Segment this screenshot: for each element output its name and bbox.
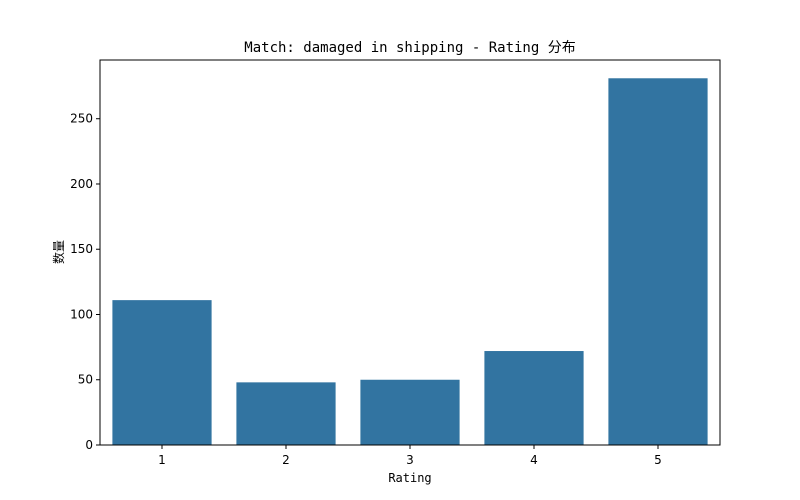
bar-rating-5	[608, 78, 708, 446]
x-axis: 1 2 3 4 5	[158, 445, 662, 467]
y-tick-label: 50	[78, 373, 93, 387]
x-tick-label: 3	[406, 453, 414, 467]
y-tick-label: 150	[70, 242, 93, 256]
y-axis: 0 50 100 150 200 250	[70, 112, 100, 452]
y-tick-label: 250	[70, 112, 93, 126]
x-tick-label: 4	[530, 453, 538, 467]
x-tick-label: 2	[282, 453, 290, 467]
y-tick-label: 0	[85, 438, 93, 452]
x-axis-label: Rating	[388, 471, 431, 485]
bar-rating-2	[236, 382, 336, 445]
bar-rating-4	[484, 351, 584, 445]
bar-rating-3	[360, 379, 460, 445]
x-tick-label: 1	[158, 453, 166, 467]
y-tick-label: 200	[70, 177, 93, 191]
chart-title: Match: damaged in shipping - Rating 分布	[244, 40, 575, 56]
x-tick-label: 5	[654, 453, 662, 467]
y-axis-label: 数量	[51, 240, 66, 264]
bars-group	[112, 78, 708, 446]
y-tick-label: 100	[70, 307, 93, 321]
bar-rating-1	[112, 300, 212, 445]
